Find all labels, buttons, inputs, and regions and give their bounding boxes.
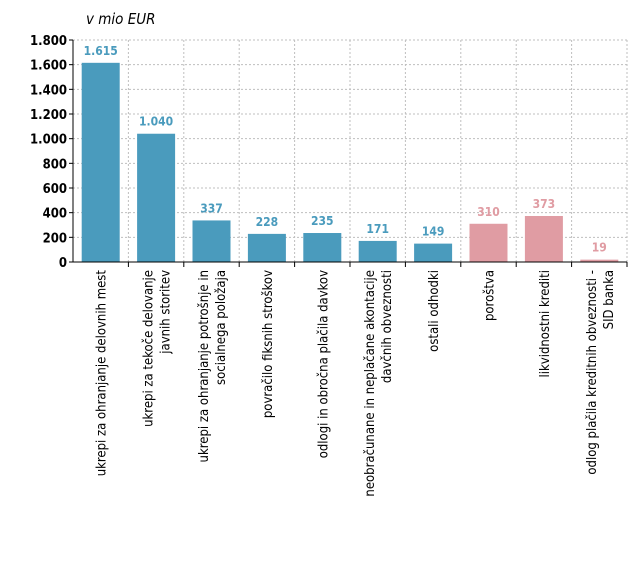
bar: [524, 215, 563, 262]
x-category-line: davčnih obveznosti: [380, 270, 395, 383]
x-category-line: javnih storitev: [159, 270, 174, 355]
data-label: 149: [422, 225, 445, 239]
x-category-line: ukrepi za ohranjanje delovnih mest: [95, 270, 110, 477]
x-category-label: povračilo fiksnih stroškov: [261, 270, 276, 418]
x-category-label: odlog plačila kreditnih obveznosti - SID …: [585, 270, 617, 475]
data-label: 1.040: [139, 115, 173, 129]
x-category-line: ukrepi za tekoče delovanje: [142, 270, 157, 427]
bar: [192, 220, 231, 262]
x-category-label: ostali odhodki: [427, 270, 442, 352]
data-label: 337: [200, 201, 223, 215]
y-tick-label: 800: [43, 157, 67, 172]
data-label: 373: [533, 197, 556, 211]
y-tick-label: 200: [43, 231, 67, 246]
data-label: 235: [311, 214, 334, 228]
x-category-line: odlogi in obročna plačila davkov: [316, 270, 331, 458]
x-category-line: SID banka: [602, 270, 617, 329]
unit-label: v mio EUR: [86, 10, 156, 28]
bar: [303, 233, 342, 262]
y-tick-label: 1.200: [30, 108, 67, 123]
data-label: 19: [592, 241, 607, 255]
grid-lines: [73, 39, 628, 262]
bar: [580, 259, 619, 262]
bar: [414, 243, 453, 262]
x-category-line: odlog plačila kreditnih obveznosti -: [585, 270, 600, 475]
x-axis-categories: ukrepi za ohranjanje delovnih mest ukrepi…: [95, 262, 628, 497]
bar: [81, 62, 120, 262]
data-label: 171: [366, 222, 389, 236]
bars: [81, 62, 619, 262]
y-tick-label: 0: [59, 256, 67, 271]
x-category-label: poroštva: [483, 270, 498, 321]
bar: [137, 133, 176, 262]
x-category-line: ukrepi za ohranjanje potrošnje in: [197, 270, 212, 462]
data-label: 310: [477, 205, 500, 219]
x-category-line: poroštva: [483, 270, 498, 321]
x-category-label: ukrepi za ohranjanje delovnih mest: [95, 270, 110, 477]
x-category-label: likvidnostni krediti: [538, 270, 553, 378]
data-label: 1.615: [84, 44, 118, 58]
y-tick-label: 1.400: [30, 83, 67, 98]
x-category-label: ukrepi za ohranjanje potrošnje in socialn…: [197, 270, 229, 462]
x-category-line: likvidnostni krediti: [538, 270, 553, 378]
y-tick-label: 400: [43, 207, 67, 222]
x-category-line: socialnega položaja: [214, 270, 229, 385]
bar: [358, 240, 397, 262]
x-category-label: odlogi in obročna plačila davkov: [316, 270, 331, 458]
y-tick-label: 1.000: [30, 133, 67, 148]
y-tick-label: 600: [43, 182, 67, 197]
data-labels: 1.615 1.040 337 228 235 171 149 310 373 19: [84, 44, 607, 255]
bar: [469, 223, 508, 262]
x-category-line: neobračunane in neplačane akontacije: [363, 270, 378, 497]
data-label: 228: [256, 215, 279, 229]
x-category-label: ukrepi za tekoče delovanje javnih storite…: [142, 270, 174, 427]
y-tick-label: 1.800: [30, 34, 67, 49]
x-category-line: ostali odhodki: [427, 270, 442, 352]
y-tick-label: 1.600: [30, 59, 67, 74]
x-category-label: neobračunane in neplačane akontacije davč…: [363, 270, 395, 497]
bar: [247, 233, 286, 262]
y-axis-ticks: 0 200 400 600 800 1.000 1.200 1.400 1.600 1.800: [30, 34, 73, 271]
x-category-line: povračilo fiksnih stroškov: [261, 270, 276, 418]
